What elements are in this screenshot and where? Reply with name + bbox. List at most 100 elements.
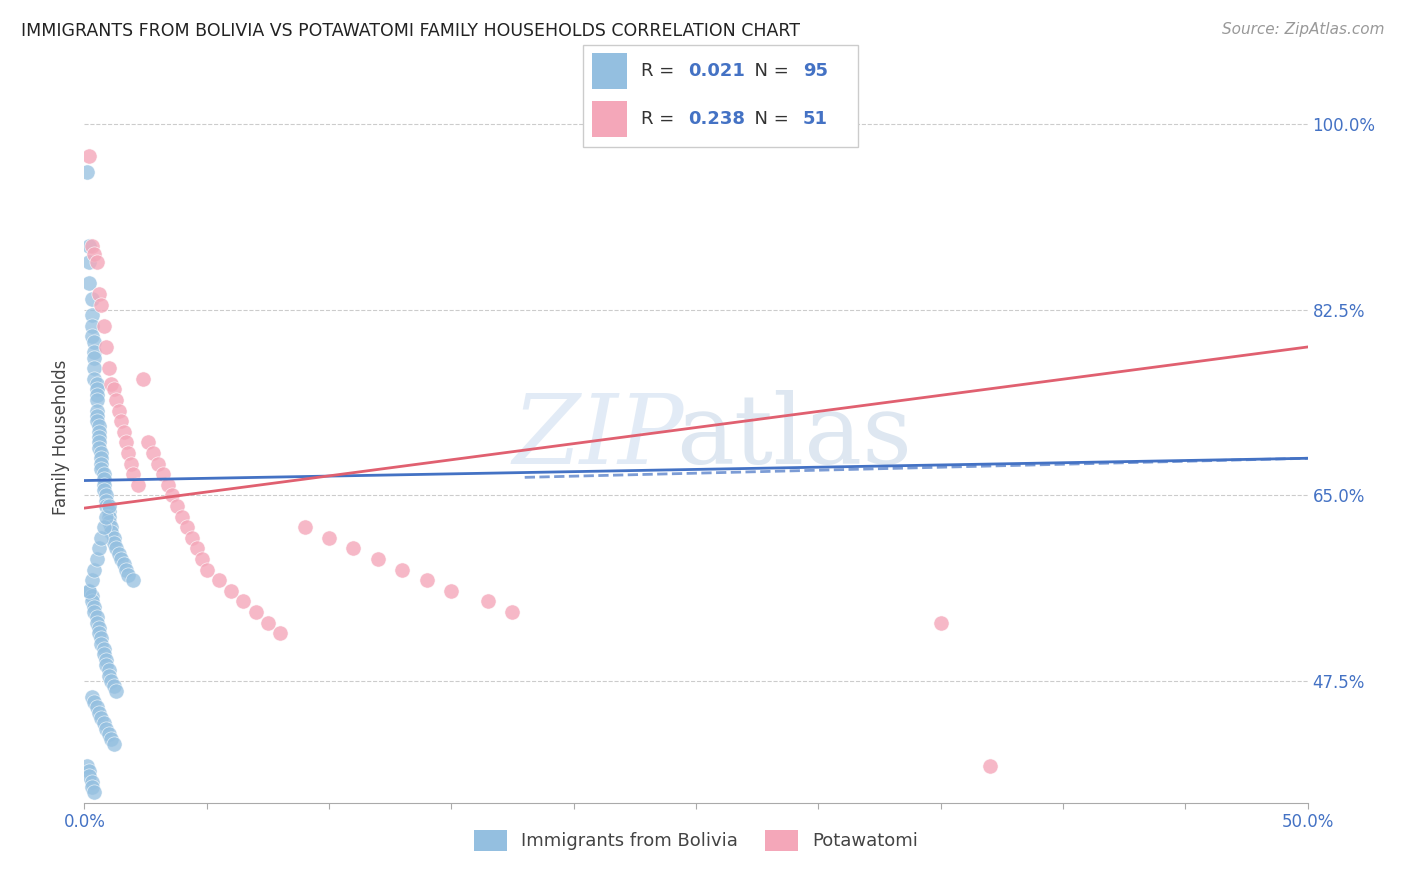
Point — [83, 605, 105, 619]
Point — [929, 615, 952, 630]
Point — [86, 552, 108, 566]
Point — [76, 165, 98, 179]
Point — [391, 563, 413, 577]
Point — [93, 648, 115, 662]
Point — [146, 457, 169, 471]
Point — [90, 297, 112, 311]
Point — [132, 372, 155, 386]
Point — [219, 583, 242, 598]
Point — [152, 467, 174, 482]
Point — [117, 446, 139, 460]
Point — [93, 483, 115, 497]
Point — [502, 605, 524, 619]
Point — [86, 610, 108, 624]
Point — [87, 419, 110, 434]
Point — [97, 504, 120, 518]
Text: Source: ZipAtlas.com: Source: ZipAtlas.com — [1222, 22, 1385, 37]
Point — [100, 525, 122, 540]
Point — [87, 287, 110, 301]
Point — [318, 531, 340, 545]
Point — [86, 383, 108, 397]
Point — [245, 605, 267, 619]
Point — [103, 536, 125, 550]
Point — [80, 690, 103, 704]
Point — [100, 377, 122, 392]
Point — [83, 785, 105, 799]
Point — [87, 706, 110, 720]
Point — [90, 462, 112, 476]
Point — [440, 583, 463, 598]
Point — [86, 377, 108, 392]
Point — [162, 488, 184, 502]
Point — [86, 700, 108, 714]
Text: IMMIGRANTS FROM BOLIVIA VS POTAWATOMI FAMILY HOUSEHOLDS CORRELATION CHART: IMMIGRANTS FROM BOLIVIA VS POTAWATOMI FA… — [21, 22, 800, 40]
Point — [83, 351, 105, 365]
Point — [90, 711, 112, 725]
Point — [186, 541, 208, 556]
Point — [77, 769, 100, 783]
Point — [93, 318, 115, 333]
Point — [96, 499, 118, 513]
Point — [83, 246, 105, 260]
Point — [83, 599, 105, 614]
Point — [86, 615, 108, 630]
Point — [90, 632, 112, 646]
Point — [416, 573, 439, 587]
Point — [87, 441, 110, 455]
Point — [181, 531, 204, 545]
Point — [342, 541, 364, 556]
Point — [257, 615, 280, 630]
Point — [93, 473, 115, 487]
Point — [77, 149, 100, 163]
Point — [90, 451, 112, 466]
Point — [103, 738, 125, 752]
Point — [80, 293, 103, 307]
Point — [87, 621, 110, 635]
Point — [87, 430, 110, 444]
Point — [97, 668, 120, 682]
Point — [77, 277, 100, 291]
Text: 0.238: 0.238 — [688, 110, 745, 128]
Point — [122, 467, 145, 482]
Point — [77, 255, 100, 269]
Text: 95: 95 — [803, 62, 828, 79]
Point — [96, 493, 118, 508]
Point — [86, 414, 108, 428]
Point — [86, 392, 108, 407]
Point — [87, 435, 110, 450]
Point — [80, 239, 103, 253]
Point — [80, 329, 103, 343]
Text: N =: N = — [742, 110, 794, 128]
Point — [294, 520, 316, 534]
Point — [100, 520, 122, 534]
Point — [208, 573, 231, 587]
Text: N =: N = — [742, 62, 794, 79]
Point — [127, 477, 149, 491]
Point — [176, 520, 198, 534]
Point — [83, 361, 105, 376]
Point — [110, 552, 132, 566]
Legend: Immigrants from Bolivia, Potawatomi: Immigrants from Bolivia, Potawatomi — [465, 821, 927, 860]
Text: R =: R = — [641, 110, 681, 128]
Point — [100, 673, 122, 688]
Point — [80, 318, 103, 333]
Point — [97, 361, 120, 376]
Point — [76, 758, 98, 772]
Text: R =: R = — [641, 62, 681, 79]
Point — [269, 626, 291, 640]
Point — [120, 457, 142, 471]
Point — [100, 732, 122, 747]
Point — [86, 387, 108, 401]
Point — [87, 425, 110, 439]
Point — [96, 722, 118, 736]
Point — [93, 467, 115, 482]
Bar — [592, 101, 627, 137]
Point — [87, 541, 110, 556]
Point — [90, 446, 112, 460]
Point — [80, 594, 103, 608]
Point — [80, 308, 103, 322]
Point — [97, 499, 120, 513]
Point — [93, 642, 115, 657]
Point — [477, 594, 499, 608]
Point — [86, 255, 108, 269]
